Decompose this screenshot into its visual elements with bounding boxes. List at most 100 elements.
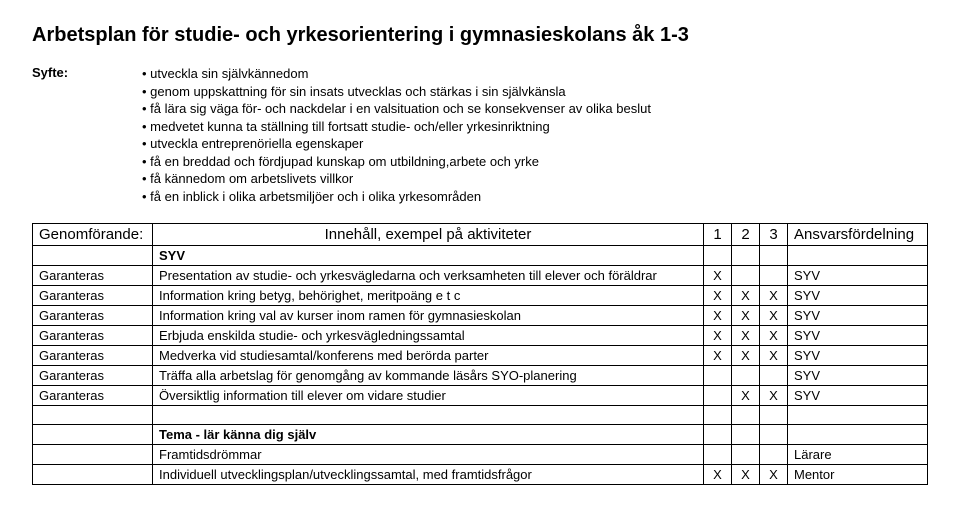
cell-garanteras: Garanteras	[33, 266, 153, 286]
cell-garanteras	[33, 445, 153, 465]
cell-innehall	[153, 406, 704, 425]
table-row: GaranterasÖversiktlig information till e…	[33, 386, 928, 406]
header-year-1: 1	[704, 224, 732, 246]
cell-innehall: Information kring betyg, behörighet, mer…	[153, 286, 704, 306]
table-row: SYV	[33, 246, 928, 266]
syfte-section: Syfte: utveckla sin självkännedom genom …	[32, 65, 928, 205]
header-genomforande: Genomförande:	[33, 224, 153, 246]
cell-year-3	[760, 266, 788, 286]
table-row: GaranterasInformation kring val av kurse…	[33, 306, 928, 326]
cell-year-2: X	[732, 286, 760, 306]
syfte-item: få en inblick i olika arbetsmiljöer och …	[142, 188, 928, 206]
cell-year-3	[760, 425, 788, 445]
cell-year-2: X	[732, 326, 760, 346]
syfte-list: utveckla sin självkännedom genom uppskat…	[142, 65, 928, 205]
cell-year-3	[760, 246, 788, 266]
cell-ansvar	[788, 406, 928, 425]
cell-year-3: X	[760, 306, 788, 326]
cell-year-1	[704, 386, 732, 406]
cell-ansvar: SYV	[788, 386, 928, 406]
cell-year-2: X	[732, 386, 760, 406]
cell-innehall: Översiktlig information till elever om v…	[153, 386, 704, 406]
table-row: Framtidsdrömmar Lärare	[33, 445, 928, 465]
table-row	[33, 406, 928, 425]
cell-year-2	[732, 445, 760, 465]
table-row: GaranterasMedverka vid studiesamtal/konf…	[33, 346, 928, 366]
table-row: GaranterasInformation kring betyg, behör…	[33, 286, 928, 306]
cell-ansvar: SYV	[788, 366, 928, 386]
page-title: Arbetsplan för studie- och yrkesorienter…	[32, 24, 928, 47]
cell-garanteras	[33, 425, 153, 445]
cell-innehall: Medverka vid studiesamtal/konferens med …	[153, 346, 704, 366]
table-row: Tema - lär känna dig själv	[33, 425, 928, 445]
cell-ansvar: SYV	[788, 266, 928, 286]
cell-year-3: X	[760, 386, 788, 406]
header-innehall: Innehåll, exempel på aktiviteter	[153, 224, 704, 246]
cell-year-3: X	[760, 465, 788, 485]
cell-year-2	[732, 246, 760, 266]
table-header-row: Genomförande: Innehåll, exempel på aktiv…	[33, 224, 928, 246]
syfte-item: få en breddad och fördjupad kunskap om u…	[142, 153, 928, 171]
cell-garanteras	[33, 406, 153, 425]
cell-innehall: Information kring val av kurser inom ram…	[153, 306, 704, 326]
syfte-item: utveckla entreprenöriella egenskaper	[142, 135, 928, 153]
cell-innehall: SYV	[153, 246, 704, 266]
cell-innehall: Individuell utvecklingsplan/utvecklingss…	[153, 465, 704, 485]
syfte-item: genom uppskattning för sin insats utveck…	[142, 83, 928, 101]
cell-year-2	[732, 366, 760, 386]
cell-year-2: X	[732, 346, 760, 366]
cell-year-2: X	[732, 306, 760, 326]
cell-year-3	[760, 366, 788, 386]
cell-garanteras: Garanteras	[33, 306, 153, 326]
cell-ansvar: SYV	[788, 306, 928, 326]
cell-year-1: X	[704, 346, 732, 366]
table-row: Individuell utvecklingsplan/utvecklingss…	[33, 465, 928, 485]
cell-year-1	[704, 425, 732, 445]
cell-innehall: Presentation av studie- och yrkesvägleda…	[153, 266, 704, 286]
cell-garanteras: Garanteras	[33, 286, 153, 306]
cell-innehall: Träffa alla arbetslag för genomgång av k…	[153, 366, 704, 386]
cell-garanteras	[33, 246, 153, 266]
header-year-2: 2	[732, 224, 760, 246]
cell-year-1	[704, 366, 732, 386]
cell-ansvar	[788, 246, 928, 266]
cell-year-1: X	[704, 266, 732, 286]
cell-ansvar: SYV	[788, 326, 928, 346]
cell-garanteras	[33, 465, 153, 485]
cell-garanteras: Garanteras	[33, 386, 153, 406]
cell-year-3	[760, 406, 788, 425]
table-row: GaranterasErbjuda enskilda studie- och y…	[33, 326, 928, 346]
cell-ansvar	[788, 425, 928, 445]
cell-ansvar: SYV	[788, 346, 928, 366]
table-row: GaranterasTräffa alla arbetslag för geno…	[33, 366, 928, 386]
syfte-item: medvetet kunna ta ställning till fortsat…	[142, 118, 928, 136]
header-ansvar: Ansvarsfördelning	[788, 224, 928, 246]
cell-year-2	[732, 425, 760, 445]
cell-year-1: X	[704, 286, 732, 306]
cell-ansvar: Mentor	[788, 465, 928, 485]
syfte-item: få lära sig väga för- och nackdelar i en…	[142, 100, 928, 118]
syfte-label: Syfte:	[32, 65, 142, 80]
cell-year-3	[760, 445, 788, 465]
cell-year-2	[732, 266, 760, 286]
header-year-3: 3	[760, 224, 788, 246]
cell-year-1: X	[704, 465, 732, 485]
cell-year-3: X	[760, 286, 788, 306]
cell-year-1	[704, 246, 732, 266]
cell-garanteras: Garanteras	[33, 346, 153, 366]
cell-year-1: X	[704, 326, 732, 346]
cell-ansvar: Lärare	[788, 445, 928, 465]
syfte-item: utveckla sin självkännedom	[142, 65, 928, 83]
cell-year-1: X	[704, 306, 732, 326]
cell-innehall: Erbjuda enskilda studie- och yrkesvägled…	[153, 326, 704, 346]
cell-innehall: Tema - lär känna dig själv	[153, 425, 704, 445]
table-row: GaranterasPresentation av studie- och yr…	[33, 266, 928, 286]
cell-year-1	[704, 445, 732, 465]
cell-garanteras: Garanteras	[33, 366, 153, 386]
cell-year-3: X	[760, 326, 788, 346]
syfte-item: få kännedom om arbetslivets villkor	[142, 170, 928, 188]
cell-year-1	[704, 406, 732, 425]
cell-year-2	[732, 406, 760, 425]
cell-innehall: Framtidsdrömmar	[153, 445, 704, 465]
cell-garanteras: Garanteras	[33, 326, 153, 346]
